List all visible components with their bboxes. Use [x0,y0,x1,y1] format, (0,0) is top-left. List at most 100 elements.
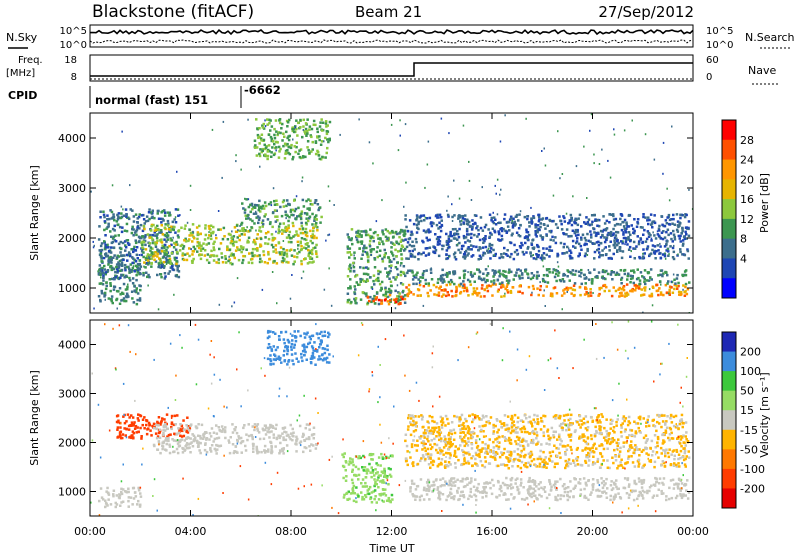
power-cell-band-1 [139,213,142,216]
power-cell-band-9 [611,257,614,260]
power-cell-sparse [562,173,564,175]
power-cell-sparse [665,258,667,260]
power-cell-band-2 [292,263,295,266]
power-cell-band-4 [319,158,322,161]
power-cell-band-2 [141,235,144,238]
power-cell-band-1 [136,226,139,229]
power-cell-band-2 [208,242,211,245]
power-cell-band-0 [104,292,107,295]
power-cell-band-2 [141,246,144,249]
velocity-cell-band-2 [173,450,176,453]
power-cell-band-9 [462,245,465,248]
power-cell-band-9 [560,242,563,245]
power-cell-band-8 [682,275,685,278]
power-cell-band-9 [634,257,637,260]
power-cell-band-5 [375,279,378,282]
power-cell-sparse [388,296,390,298]
power-cell-band-9 [612,228,615,231]
velocity-cell-band-1 [146,420,149,423]
power-cell-band-9 [473,234,476,237]
power-cell-band-7 [473,287,476,290]
power-cell-band-5 [389,270,392,273]
power-cell-band-5 [404,275,407,278]
velocity-cell-band-2 [185,438,188,441]
power-cell-band-2 [306,242,309,245]
power-cell-band-4 [317,131,320,134]
power-cell-band-2 [301,248,304,251]
power-cell-band-9 [624,228,627,231]
power-cell-band-7 [629,290,632,293]
power-cell-band-9 [547,225,550,228]
power-cell-band-8 [490,280,493,283]
power-cell-band-8 [442,281,445,284]
power-cell-band-9 [524,216,527,219]
power-cell-band-0 [101,292,104,295]
power-cell-band-2 [196,245,199,248]
velocity-cell-band-5 [483,488,486,491]
velocity-cell-band-5 [641,486,644,489]
power-cell-band-2 [173,226,176,229]
power-cell-band-1 [145,220,148,223]
velocity-cell-band-3 [326,357,329,360]
velocity-cell-band-5 [411,482,414,485]
power-cell-band-5 [359,247,362,250]
power-cell-band-2 [312,260,315,263]
velocity-cell-band-3 [304,336,307,339]
velocity-cell-band-5 [415,488,418,491]
velocity-cell-band-5 [660,490,663,493]
power-cell-band-9 [476,235,479,238]
power-cell-band-9 [602,254,605,257]
power-cell-band-2 [198,242,201,245]
velocity-cell-band-2 [252,451,255,454]
power-cell-band-8 [591,281,594,284]
velocity-cell-band-5 [505,499,508,502]
velocity-cell-band-5 [436,488,439,491]
velocity-cell-band-2 [183,428,186,431]
power-cell-band-5 [354,302,357,305]
power-cell-band-4 [316,128,319,131]
power-cell-band-9 [623,237,626,240]
velocity-cell-band-2 [162,429,165,432]
power-cell-band-9 [420,253,423,256]
power-cell-band-9 [538,218,541,221]
power-cell-band-4 [288,146,291,149]
power-cell-band-2 [184,253,187,256]
power-cell-band-5 [347,275,350,278]
power-cell-band-0 [139,259,142,262]
power-cell-band-1 [175,249,178,252]
power-cell-band-7 [627,293,630,296]
power-cell-band-1 [137,221,140,224]
power-cell-band-1 [157,212,160,215]
velocity-cell-band-0 [112,495,115,498]
velocity-cell-band-5 [566,494,569,497]
power-cell-band-5 [395,255,398,258]
power-cell-band-4 [325,122,328,125]
power-cell-sparse [212,129,214,131]
power-cell-band-2 [288,234,291,237]
power-cell-band-2 [267,231,270,234]
power-cell-band-1 [110,251,113,254]
power-cell-band-1 [106,214,109,217]
power-cell-sparse [256,237,257,239]
power-cell-sparse [423,305,425,307]
power-cell-band-9 [420,220,423,223]
velocity-cell-band-2 [169,445,172,448]
power-cell-band-1 [113,246,116,249]
velocity-cell-band-6 [410,417,413,420]
power-cell-band-2 [310,240,313,243]
power-cell-band-1 [178,270,181,273]
velocity-cell-band-5 [536,498,539,501]
power-cell-band-4 [304,156,307,159]
power-cell-band-7 [585,288,588,291]
power-cell-band-9 [685,214,688,217]
power-cell-band-1 [105,246,108,249]
velocity-cell-band-3 [319,358,322,361]
power-cell-band-2 [278,242,281,245]
velocity-cell-band-2 [232,431,235,434]
power-cell-sparse [431,267,433,269]
velocity-cell-band-2 [305,438,308,441]
velocity-cell-band-2 [159,429,162,432]
velocity-cell-band-2 [256,452,259,455]
velocity-cell-band-3 [322,335,325,338]
power-cell-sparse [459,198,461,200]
